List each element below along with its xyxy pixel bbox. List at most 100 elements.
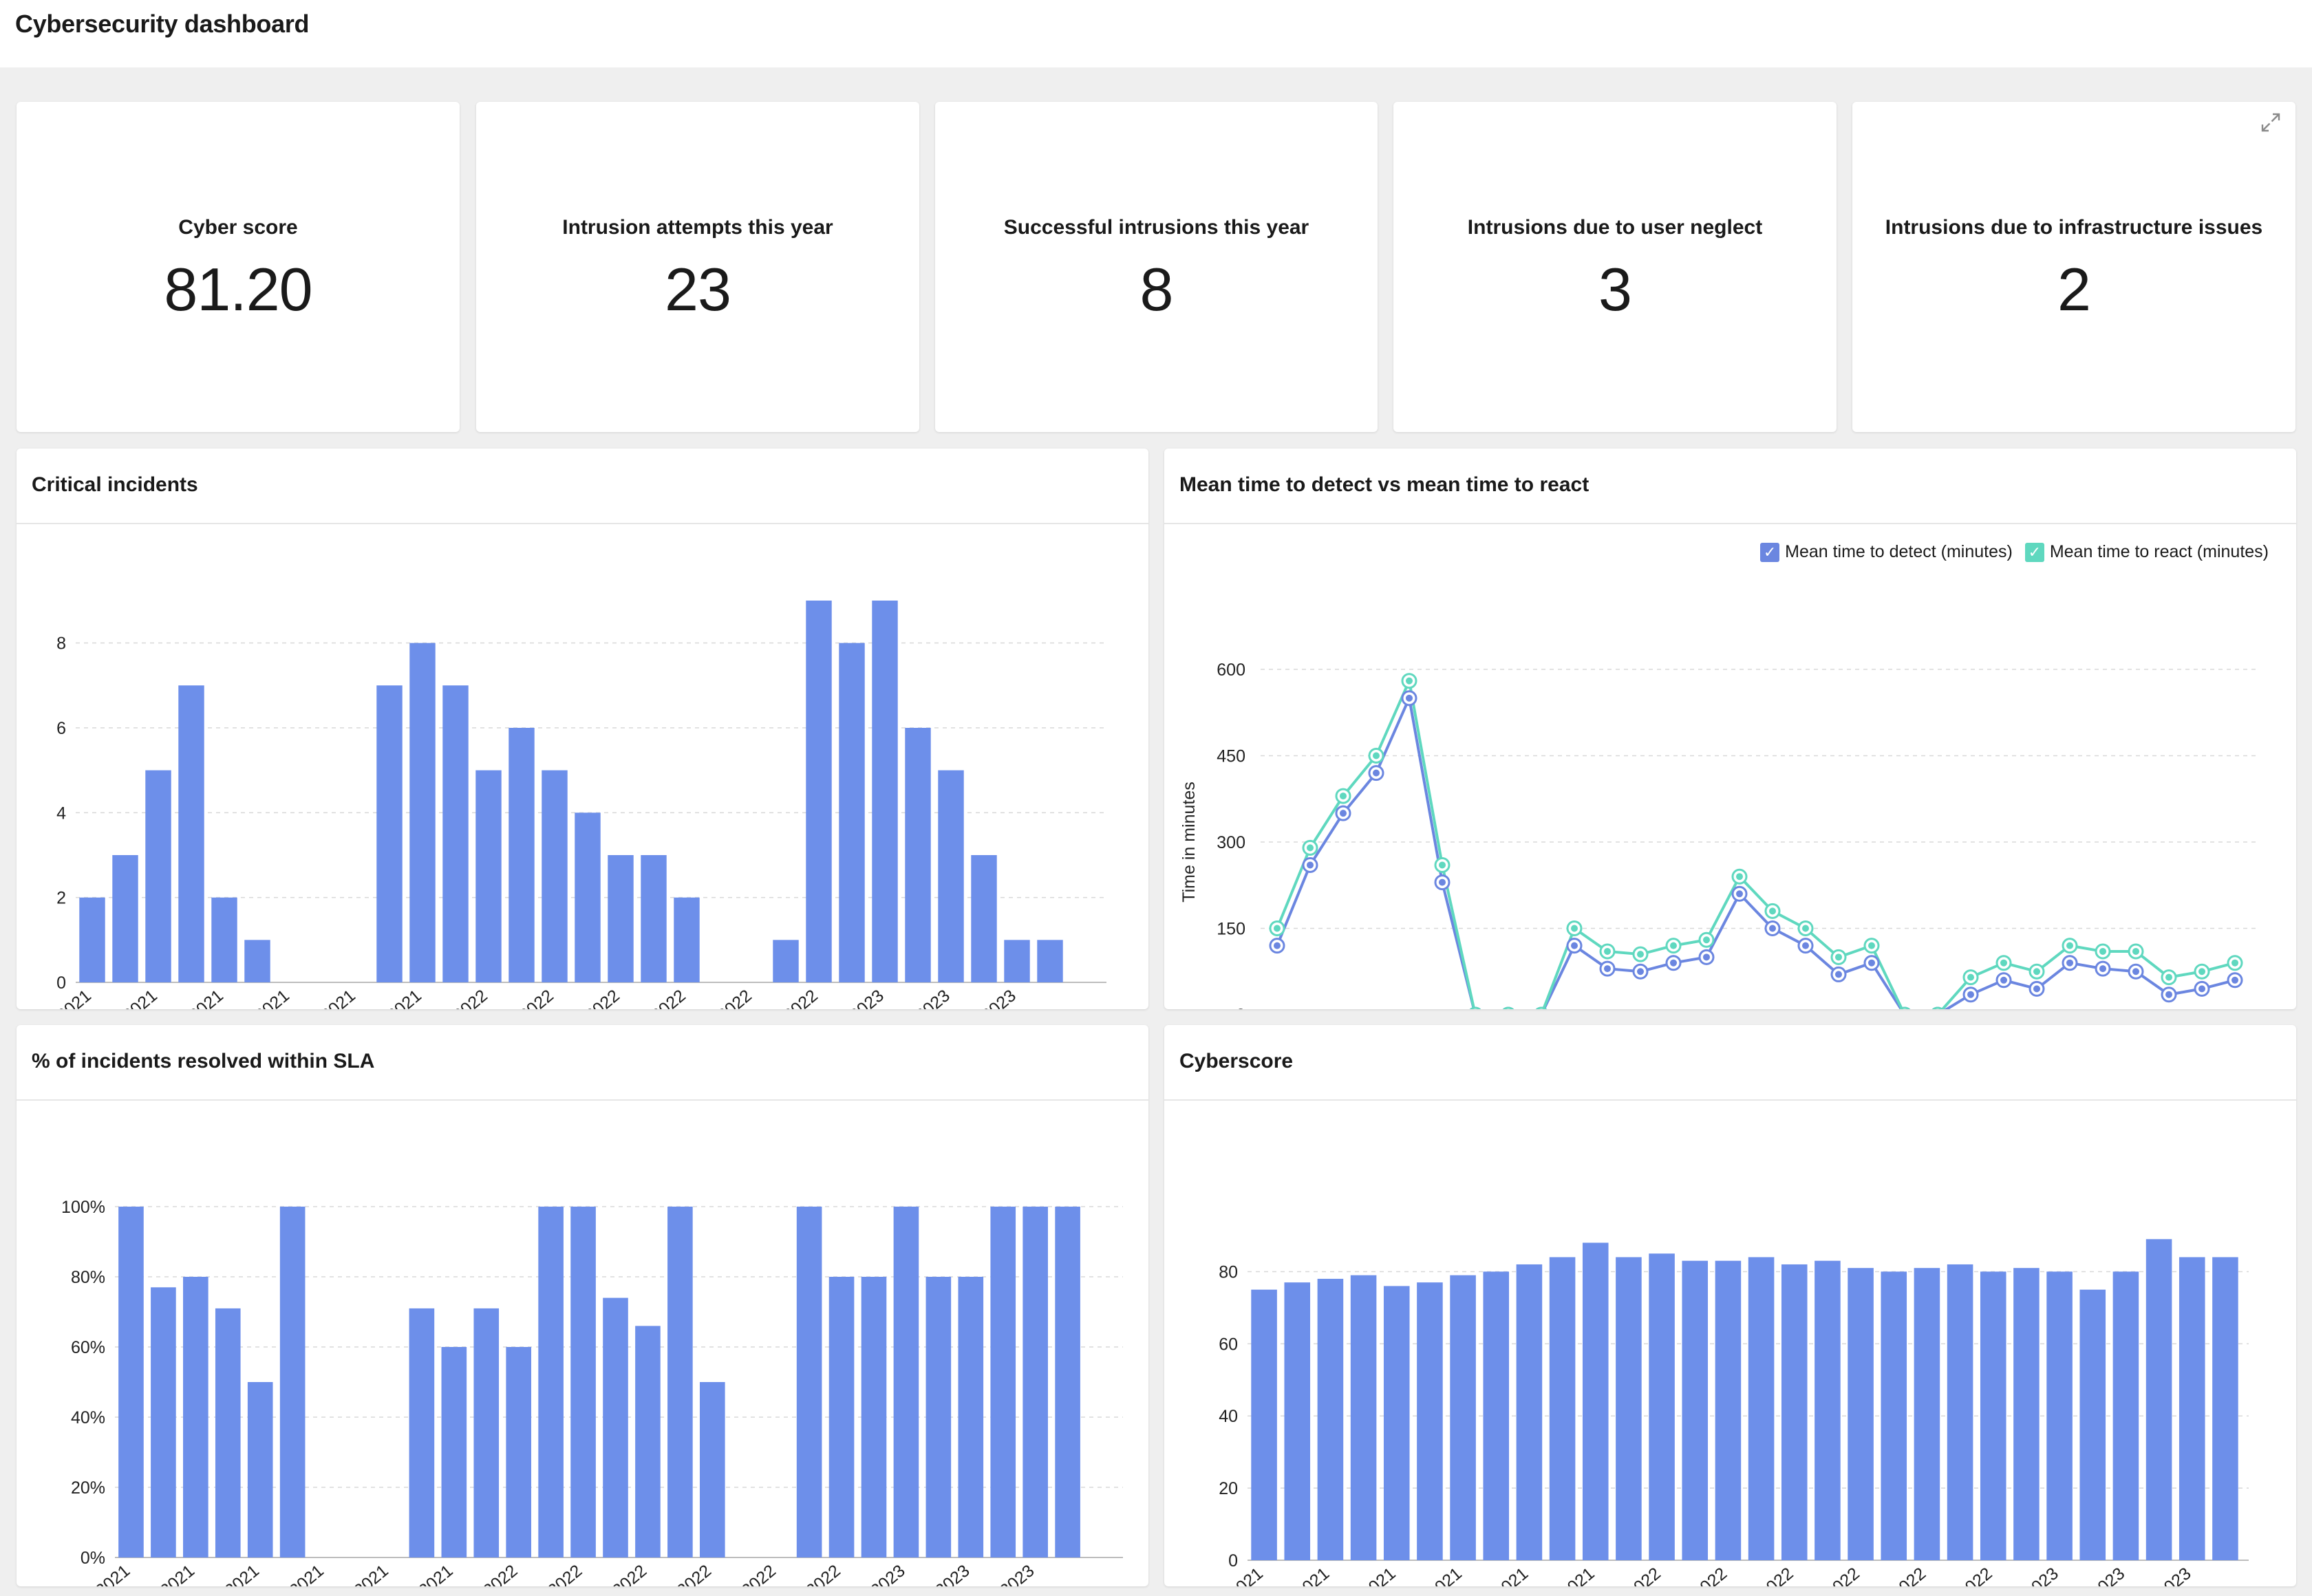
data-point-dot — [2000, 959, 2007, 967]
y-tick-label: 20 — [1219, 1479, 1238, 1498]
data-point-dot — [2066, 959, 2073, 967]
bar — [145, 770, 171, 982]
x-tick-label: Jan 2022 — [455, 1561, 522, 1586]
bar — [1055, 1207, 1080, 1557]
data-point — [1931, 1006, 1944, 1009]
x-tick-label: Mar 2023 — [886, 986, 954, 1009]
chart-legend: ✓ Mean time to detect (minutes) ✓ Mean t… — [1748, 542, 2269, 562]
bar — [1037, 940, 1063, 982]
bar — [279, 1207, 306, 1557]
kpi-value: 81.20 — [164, 255, 312, 323]
x-tick-label: Nov 2022 — [1927, 1564, 1996, 1586]
x-tick-label: May 2021 — [1329, 1564, 1399, 1586]
y-tick-label: 600 — [1217, 660, 1245, 680]
bar — [1781, 1264, 1808, 1560]
data-point-dot — [2099, 947, 2106, 955]
bar — [641, 855, 667, 982]
bar — [1350, 1275, 1377, 1560]
x-tick-label: May 2021 — [193, 1561, 263, 1586]
y-tick-label: 0 — [1236, 1006, 1245, 1009]
page-title: Cybersecurity dashboard — [15, 10, 310, 38]
checkbox-icon[interactable]: ✓ — [2024, 542, 2044, 562]
data-point-dot — [1835, 971, 1842, 978]
panel-critical-incidents: Critical incidents 02468Jan 2021Mar 2021… — [17, 449, 1148, 1009]
data-point-dot — [1736, 873, 1743, 881]
bar — [893, 1207, 919, 1557]
legend-label: Mean time to detect (minutes) — [1785, 542, 2013, 561]
panel-title: Critical incidents — [32, 473, 198, 496]
bar — [1682, 1260, 1709, 1560]
x-tick-label: Mar 2021 — [1265, 1564, 1333, 1586]
x-tick-label: Nov 2022 — [775, 1561, 844, 1586]
kpi-intrusion-attempts[interactable]: Intrusion attempts this year 23 — [476, 102, 919, 432]
data-point-dot — [1406, 694, 1413, 702]
data-point-dot — [1868, 942, 1875, 949]
data-point-dot — [1274, 925, 1281, 932]
legend-item-react[interactable]: ✓ Mean time to react (minutes) — [2024, 542, 2269, 562]
kpi-cyber-score[interactable]: Cyber score 81.20 — [17, 102, 460, 432]
divider — [1164, 1099, 2296, 1101]
panel-title: % of incidents resolved within SLA — [32, 1050, 375, 1072]
legend-item-detect[interactable]: ✓ Mean time to detect (minutes) — [1760, 542, 2013, 562]
y-axis-label: Time in minutes — [1179, 781, 1199, 903]
data-point-dot — [1967, 991, 1974, 998]
bar — [938, 770, 964, 982]
data-point-dot — [2231, 976, 2238, 984]
bar — [925, 1277, 952, 1557]
checkbox-icon[interactable]: ✓ — [1760, 542, 1780, 562]
bar — [1004, 940, 1030, 982]
x-tick-label: Jan 2023 — [821, 986, 888, 1009]
bar — [1881, 1271, 1907, 1560]
bar — [2112, 1271, 2139, 1560]
bar — [608, 855, 634, 982]
x-tick-label: Mar 2021 — [130, 1561, 198, 1586]
data-point-dot — [1373, 752, 1380, 759]
bar — [151, 1287, 176, 1557]
panel-sla: % of incidents resolved within SLA 0% 20%… — [17, 1025, 1148, 1586]
bar — [700, 1382, 725, 1557]
bar — [2046, 1271, 2073, 1560]
data-point-dot — [1571, 942, 1578, 949]
x-tick-label: Jan 2022 — [1598, 1564, 1665, 1586]
mttd-line-chart: 0150300450600Time in minutesJan 2021Apr … — [1179, 660, 2258, 1009]
kpi-value: 8 — [1139, 255, 1174, 323]
data-point-dot — [1340, 792, 1347, 800]
bar — [211, 897, 237, 982]
kpi-label: Intrusion attempts this year — [562, 216, 833, 239]
x-tick-label: May 2023 — [2124, 1564, 2194, 1586]
y-tick-label: 60% — [71, 1338, 105, 1357]
panel-title: Mean time to detect vs mean time to reac… — [1179, 473, 1590, 496]
bar — [872, 601, 898, 982]
x-tick-label: Mar 2022 — [489, 986, 557, 1009]
expand-icon[interactable] — [2258, 110, 2283, 135]
kpi-value: 2 — [2057, 255, 2091, 323]
sla-chart: 0%20%40%60%80%100%Jan 2021Mar 2021May 20… — [61, 1198, 1123, 1586]
bar — [2013, 1268, 2040, 1560]
kpi-successful-intrusions[interactable]: Successful intrusions this year 8 — [935, 102, 1378, 432]
x-tick-label: Sep 2022 — [711, 1561, 780, 1586]
kpi-label: Intrusions due to user neglect — [1467, 216, 1763, 239]
bar — [442, 685, 469, 982]
divider — [17, 1099, 1148, 1101]
x-tick-label: Sep 2021 — [290, 986, 359, 1009]
bar — [538, 1207, 564, 1557]
bar — [796, 1207, 822, 1557]
panel-cyberscore: Cyberscore 020406080Jan 2021Mar 2021May … — [1164, 1025, 2296, 1586]
kpi-infrastructure-issues[interactable]: Intrusions due to infrastructure issues … — [1852, 102, 2295, 432]
x-tick-label: Mar 2023 — [2060, 1564, 2128, 1586]
x-tick-label: Sep 2021 — [1463, 1564, 1532, 1586]
data-point-dot — [2165, 973, 2172, 981]
kpi-user-neglect[interactable]: Intrusions due to user neglect 3 — [1393, 102, 1837, 432]
data-point — [1502, 1006, 1514, 1009]
y-tick-label: 450 — [1217, 747, 1245, 766]
y-tick-label: 80 — [1219, 1262, 1238, 1282]
x-tick-label: Nov 2021 — [356, 986, 425, 1009]
data-point-dot — [1769, 925, 1776, 932]
y-tick-label: 80% — [71, 1268, 105, 1287]
bar — [183, 1277, 208, 1557]
y-tick-label: 8 — [56, 634, 66, 654]
y-tick-label: 0% — [81, 1549, 105, 1568]
bar — [1417, 1282, 1443, 1560]
bar — [1649, 1253, 1675, 1560]
data-point-dot — [1736, 890, 1743, 898]
